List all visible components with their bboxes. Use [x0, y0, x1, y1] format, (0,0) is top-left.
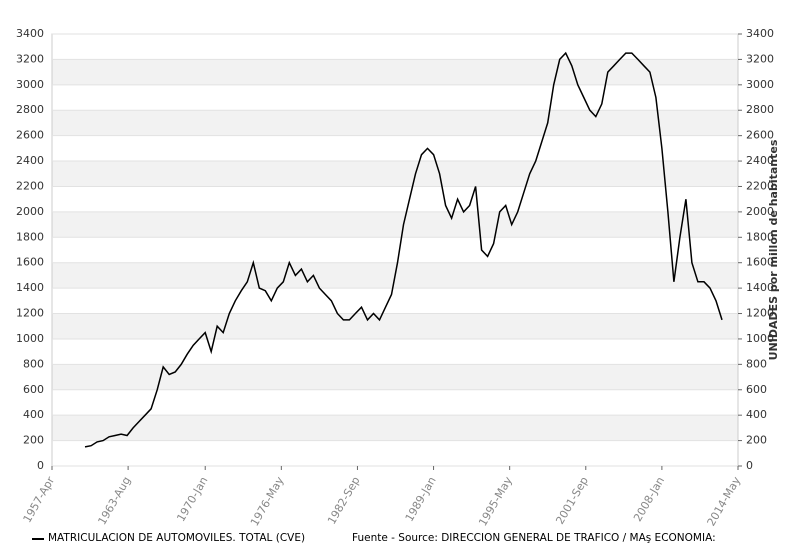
y2-tick-label: 800 [746, 357, 767, 370]
y-tick-label: 2400 [16, 154, 44, 167]
y2-tick-label: 0 [746, 459, 753, 472]
y2-tick-label: 3000 [746, 78, 774, 91]
y2-tick-label: 2400 [746, 154, 774, 167]
y-tick-label: 1200 [16, 307, 44, 320]
y2-tick-label: 1400 [746, 281, 774, 294]
y2-tick-label: 1600 [746, 256, 774, 269]
x-tick-label: 2014-May [705, 474, 744, 528]
grid-band [52, 415, 738, 441]
x-tick-label: 2001-Sep [553, 474, 591, 526]
y2-tick-label: 3200 [746, 52, 774, 65]
data-line [84, 51, 723, 448]
x-tick-label: 1989-Jan [403, 474, 439, 523]
y2-axis-label: UNIDADES por millón de habitantes [767, 139, 780, 360]
x-tick-label: 1982-Sep [325, 474, 363, 526]
y-tick-label: 200 [23, 434, 44, 447]
y-tick-label: 600 [23, 383, 44, 396]
x-tick-label: 1970-Jan [174, 474, 210, 523]
grid-band [52, 161, 738, 187]
x-tick-label: 1976-May [248, 474, 287, 528]
y2-tick-label: 2000 [746, 205, 774, 218]
y2-tick-label: 1200 [746, 307, 774, 320]
y-tick-label: 1600 [16, 256, 44, 269]
y2-tick-label: 2200 [746, 179, 774, 192]
y-tick-label: 0 [37, 459, 44, 472]
y2-tick-label: 400 [746, 408, 767, 421]
y2-tick-label: 1000 [746, 332, 774, 345]
y2-tick-label: 200 [746, 434, 767, 447]
y2-tick-label: 2800 [746, 103, 774, 116]
grid-band [52, 211, 738, 238]
y-tick-label: 400 [23, 408, 44, 421]
y-tick-label: 3000 [16, 78, 44, 91]
y-tick-label: 3200 [16, 52, 44, 65]
x-tick-label: 1957-Apr [21, 474, 58, 525]
y2-tick-label: 600 [746, 383, 767, 396]
y2-tick-label: 2600 [746, 129, 774, 142]
grid-band [52, 313, 738, 339]
y2-tick-label: 1800 [746, 230, 774, 243]
y-tick-label: 1400 [16, 281, 44, 294]
grid-band [52, 110, 738, 136]
x-tick-label: 1995-May [476, 474, 515, 528]
source-note: Fuente - Source: DIRECCION GENERAL DE TR… [352, 532, 716, 544]
legend-label: MATRICULACION DE AUTOMOVILES. TOTAL (CVE… [48, 532, 305, 544]
grid-band [52, 59, 738, 85]
x-tick-label: 2008-Jan [631, 474, 667, 523]
y-tick-label: 800 [23, 357, 44, 370]
y2-tick-label: 3400 [746, 27, 774, 40]
y-tick-label: 1000 [16, 332, 44, 345]
grid-band [52, 364, 738, 390]
y-tick-label: 2800 [16, 103, 44, 116]
y-tick-label: 3400 [16, 27, 44, 40]
plot-frame [51, 33, 739, 467]
x-tick-label: 1963-Aug [95, 475, 133, 528]
y-tick-label: 1800 [16, 230, 44, 243]
plot-background [52, 59, 738, 441]
y-tick-label: 2200 [16, 179, 44, 192]
y-tick-label: 2600 [16, 129, 44, 142]
y-tick-label: 2000 [16, 205, 44, 218]
